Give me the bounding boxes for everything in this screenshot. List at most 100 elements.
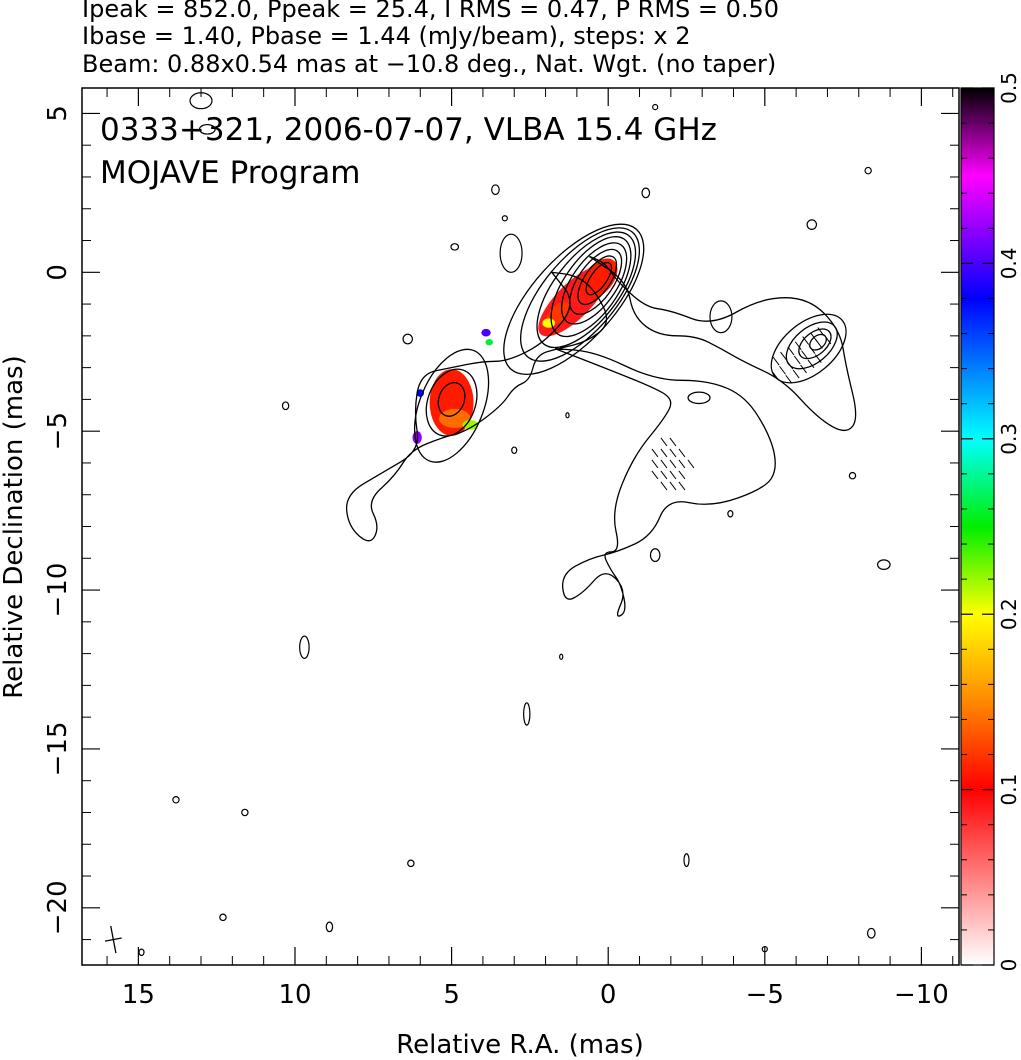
noise-contour xyxy=(876,559,891,570)
noise-contour xyxy=(866,927,876,939)
intensity-contour xyxy=(520,227,641,362)
colorbar-tick-label: 0.2 xyxy=(997,598,1021,630)
evpa-vector xyxy=(772,356,780,366)
header-line-3: Beam: 0.88x0.54 mas at −10.8 deg., Nat. … xyxy=(82,50,776,78)
x-tick-label: −5 xyxy=(746,980,784,1010)
y-tick-label: 0 xyxy=(43,264,73,281)
evpa-vector xyxy=(678,481,686,491)
colorbar-tick-label: 0.3 xyxy=(997,423,1021,455)
evpa-vector xyxy=(801,350,809,360)
intensity-contour xyxy=(569,248,623,315)
intensity-contour xyxy=(437,381,466,417)
intensity-contour xyxy=(550,236,632,338)
x-axis-label: Relative R.A. (mas) xyxy=(396,1030,643,1060)
noise-contour xyxy=(198,123,216,135)
evpa-vector xyxy=(669,437,677,447)
intensity-contour xyxy=(536,231,637,349)
evpa-vector xyxy=(787,346,795,356)
intensity-contour xyxy=(345,271,608,542)
beam-marker xyxy=(104,925,122,954)
evpa-vector xyxy=(779,365,786,375)
evpa-vector xyxy=(678,459,686,469)
colorbar-tick-label: 0.5 xyxy=(997,72,1021,104)
noise-contour xyxy=(523,702,531,726)
evpa-vector xyxy=(669,481,677,491)
evpa-vector xyxy=(792,369,800,379)
intensity-contour xyxy=(577,255,618,306)
x-tick-label: −10 xyxy=(894,980,949,1010)
noise-contour xyxy=(652,103,659,111)
noise-contour xyxy=(709,300,733,334)
polarization-patch xyxy=(542,318,555,328)
colorbar-tick-label: 0.4 xyxy=(997,247,1021,279)
intensity-contour xyxy=(425,368,478,437)
intensity-contour xyxy=(589,255,857,432)
y-tick-label: −20 xyxy=(43,880,73,935)
evpa-vector xyxy=(660,448,668,458)
beam-minor-axis xyxy=(104,937,122,942)
evpa-vector xyxy=(678,470,686,480)
noise-contour xyxy=(499,233,523,273)
evpa-vectors-layer xyxy=(651,327,832,491)
evpa-vector xyxy=(669,470,677,480)
x-tick-label: 15 xyxy=(122,980,155,1010)
polarization-patch xyxy=(462,420,479,430)
intensity-contour xyxy=(687,391,711,405)
noise-contour xyxy=(649,548,661,563)
intensity-contours-layer xyxy=(138,92,891,957)
evpa-vector xyxy=(678,448,686,458)
polarization-patch xyxy=(439,408,471,428)
evpa-vector xyxy=(651,448,659,458)
noise-contour xyxy=(864,166,872,175)
noise-contour xyxy=(172,795,180,804)
colorbar-tick-label: 0.1 xyxy=(997,774,1021,806)
noise-contour xyxy=(683,853,690,868)
intensity-contour xyxy=(560,242,628,325)
noise-contour xyxy=(848,471,857,480)
polarization-color-layer xyxy=(412,258,618,444)
x-tick-label: 10 xyxy=(278,980,311,1010)
evpa-vector xyxy=(651,470,659,480)
colorbar-axis: 0 0.1 0.2 0.3 0.4 0.5 xyxy=(961,72,1021,971)
noise-contour xyxy=(299,635,310,659)
plot-frame xyxy=(81,87,960,966)
colorbar xyxy=(960,87,995,966)
plot-subtitle: MOJAVE Program xyxy=(100,155,360,191)
evpa-vector xyxy=(660,459,668,469)
evpa-vector xyxy=(802,336,810,345)
noise-contour xyxy=(727,510,734,518)
plot-area xyxy=(138,92,891,957)
noise-contour xyxy=(806,219,818,231)
intensity-contour xyxy=(770,313,847,384)
noise-contour xyxy=(219,913,227,922)
evpa-vector xyxy=(794,341,802,351)
evpa-vector xyxy=(785,374,793,384)
noise-contour xyxy=(559,653,564,660)
evpa-vector xyxy=(651,459,659,469)
evpa-region xyxy=(771,336,823,384)
noise-contour xyxy=(565,412,570,419)
intensity-contour xyxy=(554,347,776,617)
noise-contour xyxy=(281,401,290,411)
evpa-vector xyxy=(687,459,695,469)
noise-contour xyxy=(511,446,518,455)
noise-contour xyxy=(407,859,415,868)
evpa-region xyxy=(651,437,695,491)
evpa-vector xyxy=(669,448,677,458)
polarization-patch xyxy=(485,339,493,346)
evpa-vector xyxy=(660,437,668,447)
noise-contour xyxy=(491,184,500,196)
noise-contour xyxy=(402,333,414,345)
header-line-1: Ipeak = 852.0, Ppeak = 25.4, I RMS = 0.4… xyxy=(82,0,779,23)
axes-layer: 15 10 5 0 −5 −10 5 0 −5 −10 −15 −20 xyxy=(43,88,959,1010)
y-tick-label: −15 xyxy=(43,721,73,776)
y-tick-label: −10 xyxy=(43,563,73,618)
x-tick-label: 5 xyxy=(443,980,460,1010)
intensity-contour xyxy=(413,348,490,463)
intensity-contour xyxy=(798,328,832,360)
header-line-2: Ibase = 1.40, Pbase = 1.44 (mJy/beam), s… xyxy=(82,22,691,50)
evpa-vector xyxy=(807,359,815,369)
intensity-contour xyxy=(503,223,645,376)
x-tick-label: 0 xyxy=(600,980,617,1010)
